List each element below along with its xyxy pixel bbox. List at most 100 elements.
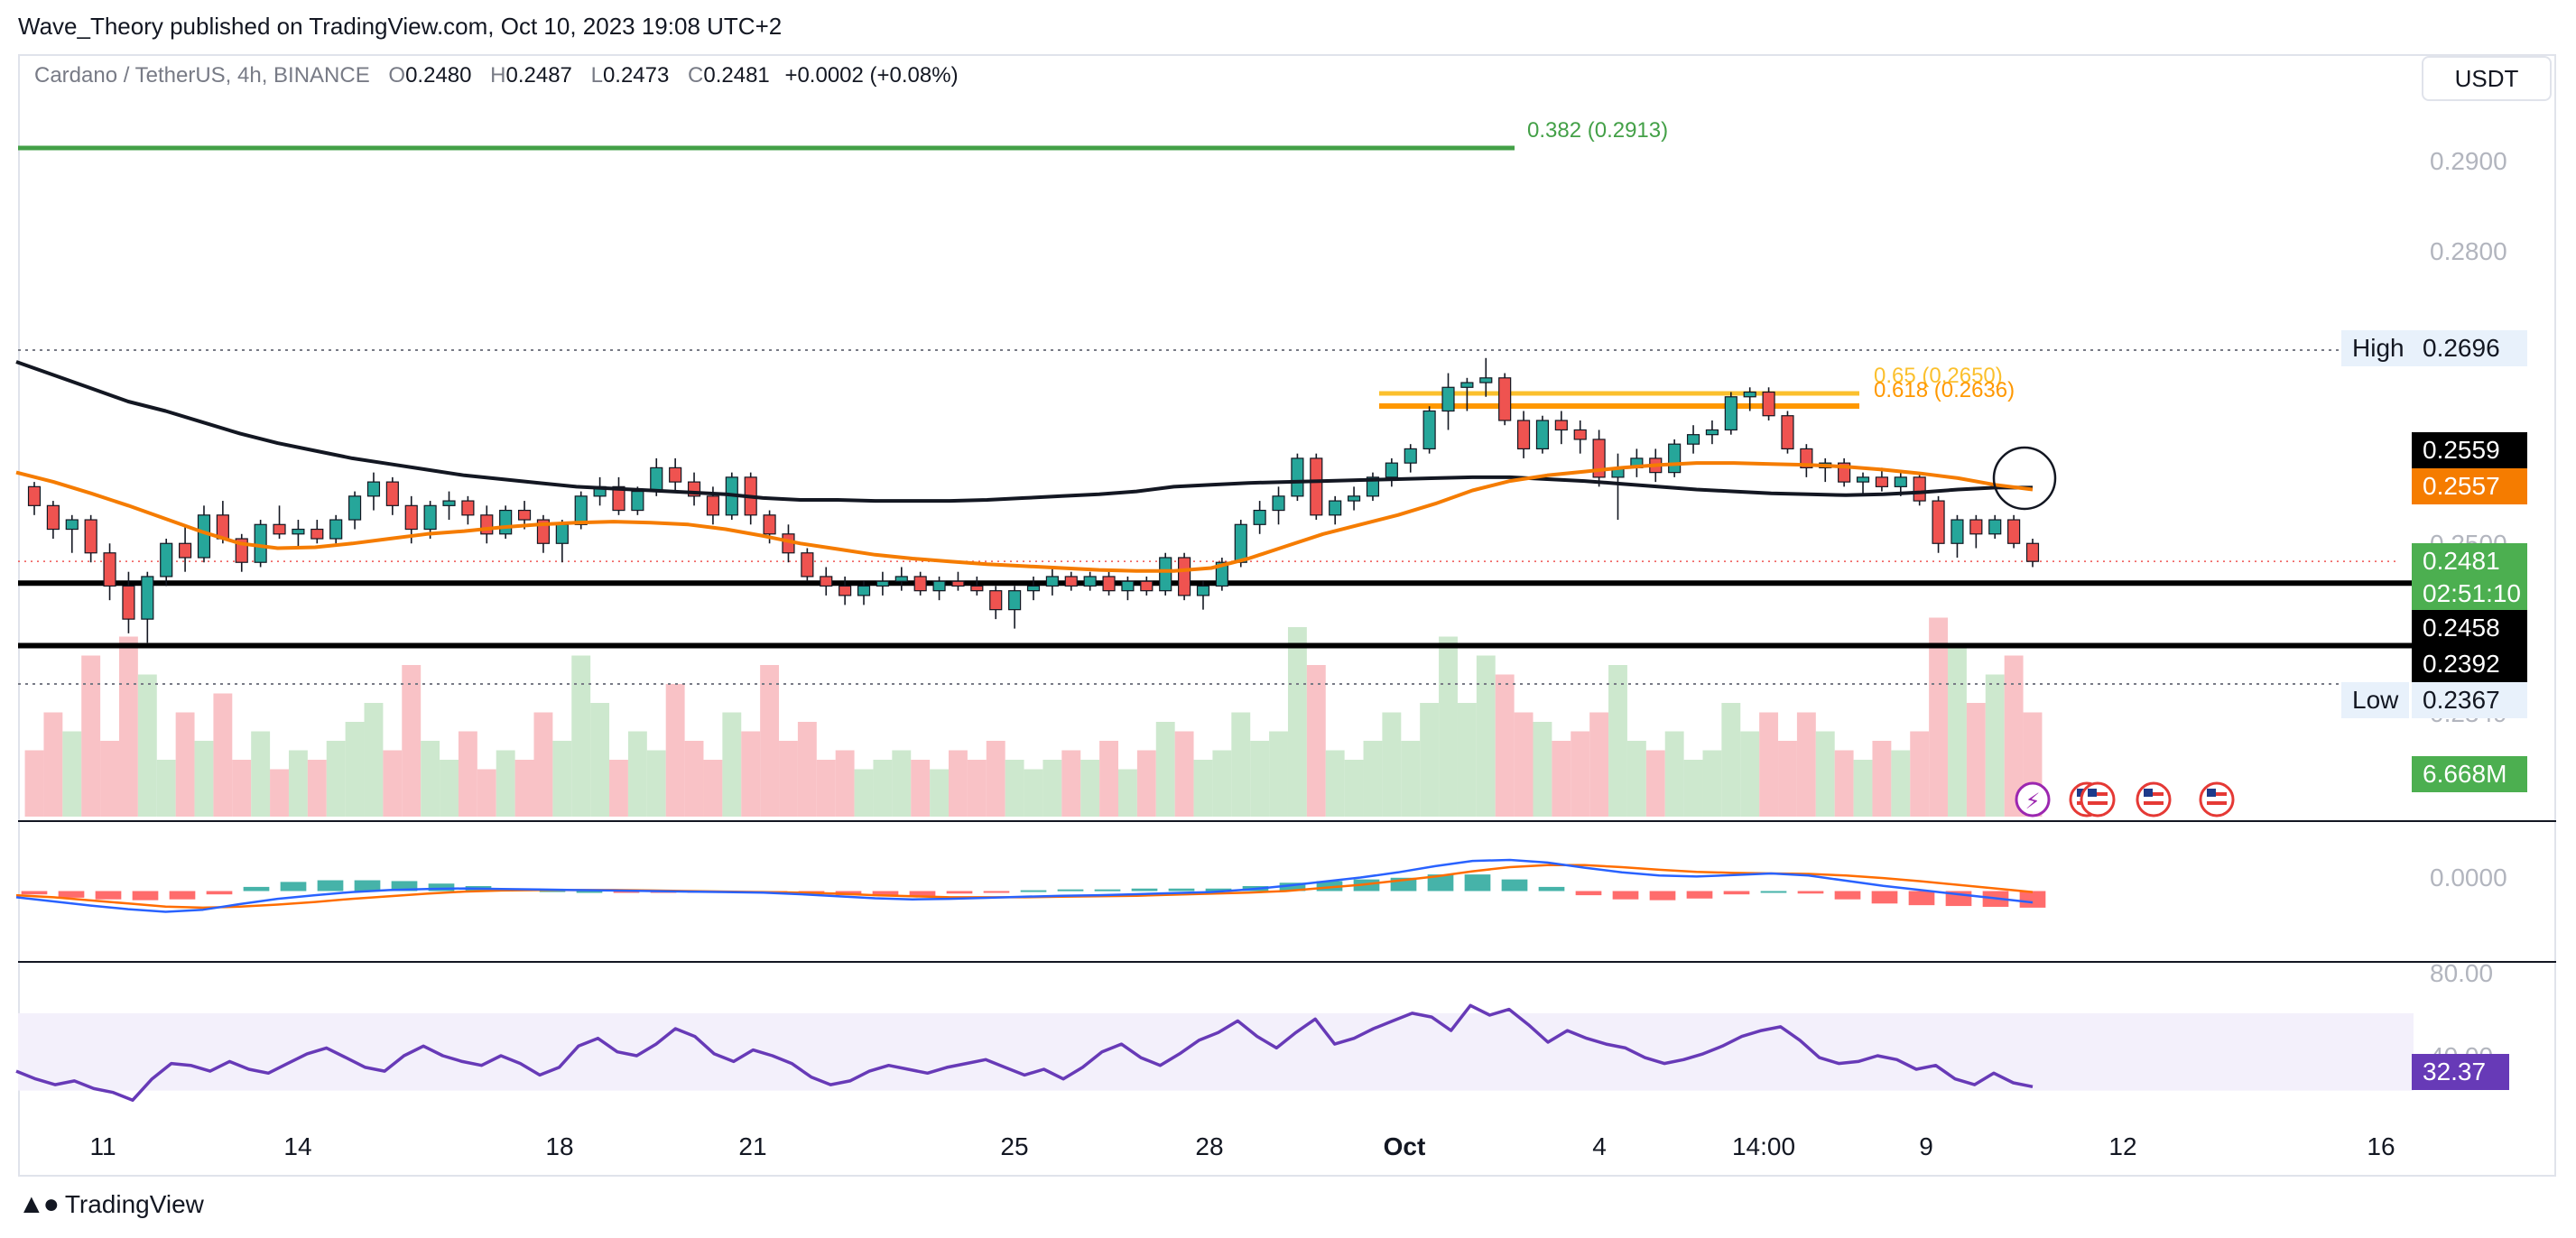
volume-bar bbox=[232, 760, 252, 817]
volume-bar bbox=[911, 760, 931, 817]
volume-label: 6.668M bbox=[2412, 756, 2527, 792]
candle-body bbox=[366, 481, 381, 497]
candle-body bbox=[913, 576, 927, 592]
candle-body bbox=[555, 523, 569, 544]
volume-bar bbox=[854, 769, 874, 817]
macd-line bbox=[15, 858, 2034, 913]
volume-bar bbox=[81, 655, 101, 817]
rsi-y-tick-label: 80.00 bbox=[2430, 959, 2493, 987]
volume-bar bbox=[1533, 722, 1552, 817]
macd-histogram-bar bbox=[354, 880, 381, 892]
volume-bar bbox=[421, 741, 440, 817]
us-flag-icon bbox=[2207, 789, 2216, 797]
candle-body bbox=[141, 576, 154, 620]
volume-bar bbox=[156, 760, 176, 817]
macd-histogram-bar bbox=[391, 881, 418, 892]
candle-body bbox=[1951, 519, 1964, 544]
candle-body bbox=[1932, 500, 1945, 544]
fib-label: 0.382 (0.2913) bbox=[1527, 118, 1668, 143]
volume-bar bbox=[1740, 731, 1760, 817]
volume-bar bbox=[402, 665, 422, 817]
candle-body bbox=[84, 519, 97, 554]
candle-body bbox=[1535, 420, 1550, 450]
candle-body bbox=[1404, 448, 1417, 464]
candle-body bbox=[1724, 396, 1737, 431]
candle-body bbox=[404, 504, 418, 531]
macd-histogram-bar bbox=[58, 891, 85, 898]
volume-bar bbox=[816, 760, 836, 817]
volume-bar bbox=[514, 760, 534, 817]
chart-frame bbox=[18, 54, 2556, 1177]
volume-bar bbox=[1005, 760, 1024, 817]
candle-body bbox=[1479, 377, 1493, 383]
candle-body bbox=[1348, 495, 1361, 502]
candle-body bbox=[970, 585, 984, 592]
volume-bar bbox=[270, 769, 289, 817]
tradingview-logo[interactable]: ▲● TradingView bbox=[18, 1189, 204, 1220]
ema200-line bbox=[15, 360, 2033, 504]
candle-body bbox=[461, 500, 475, 516]
candle-body bbox=[1441, 386, 1455, 412]
macd-histogram-bar bbox=[1797, 891, 1824, 894]
us-flag-icon bbox=[2199, 781, 2235, 818]
volume-bar bbox=[194, 741, 214, 817]
volume-bar bbox=[1080, 760, 1100, 817]
low-key: L bbox=[590, 63, 603, 88]
volume-bar bbox=[684, 741, 704, 817]
low-value: 0.2473 bbox=[602, 63, 670, 88]
candle-body bbox=[1762, 391, 1775, 417]
macd-histogram-bar bbox=[872, 891, 899, 897]
x-tick-label: 14:00 bbox=[1732, 1132, 1795, 1160]
volume-bar bbox=[1099, 741, 1118, 817]
macd-histogram-bar bbox=[1871, 891, 1898, 904]
volume-bar bbox=[1344, 760, 1364, 817]
macd-histogram-bar bbox=[1057, 889, 1084, 892]
volume-bar bbox=[1796, 712, 1816, 817]
volume-bar bbox=[1834, 750, 1854, 817]
volume-bar bbox=[930, 769, 950, 817]
candle-body bbox=[801, 552, 814, 577]
candle-body bbox=[1969, 519, 1983, 535]
volume-bar bbox=[1759, 712, 1779, 817]
candle-body bbox=[1366, 476, 1380, 497]
high-key: H bbox=[490, 63, 506, 88]
candle-body bbox=[1026, 585, 1041, 592]
macd-histogram-bar bbox=[1723, 891, 1750, 895]
volume-bar bbox=[892, 750, 912, 817]
macd-histogram-bar bbox=[95, 891, 122, 900]
x-tick-label: 9 bbox=[1919, 1132, 1933, 1160]
volume-bar bbox=[1645, 750, 1665, 817]
x-tick-label: 11 bbox=[89, 1132, 116, 1160]
candle-body bbox=[1310, 457, 1323, 516]
volume-bar bbox=[1608, 665, 1627, 817]
candle-body bbox=[1291, 457, 1304, 497]
volume-bar bbox=[590, 703, 610, 817]
candle-body bbox=[1329, 500, 1342, 516]
candle-body bbox=[292, 528, 305, 535]
candle-body bbox=[122, 585, 135, 620]
volume-bar bbox=[571, 655, 591, 817]
volume-bar bbox=[1250, 741, 1270, 817]
us-flag-icon bbox=[2088, 801, 2108, 805]
candle-body bbox=[1064, 576, 1078, 587]
highlight-circle bbox=[1992, 446, 2057, 511]
macd-histogram-bar bbox=[169, 891, 196, 900]
candle-body bbox=[1705, 429, 1719, 436]
macd-histogram-bar bbox=[428, 883, 455, 892]
event-bolt-icon: ⚡ bbox=[2025, 789, 2041, 814]
candle-body bbox=[631, 490, 644, 512]
volume-bar bbox=[1155, 722, 1175, 817]
open-key: O bbox=[388, 63, 406, 88]
volume-bar bbox=[533, 712, 553, 817]
candle-body bbox=[951, 580, 965, 587]
volume-bar bbox=[1174, 731, 1194, 817]
us-flag-icon bbox=[2144, 801, 2164, 805]
macd-histogram-bar bbox=[1427, 874, 1454, 892]
volume-bar bbox=[1929, 617, 1949, 817]
volume-bar bbox=[1212, 750, 1232, 817]
x-tick-label: 16 bbox=[2367, 1132, 2395, 1160]
volume-bar bbox=[1439, 636, 1458, 817]
volume-bar bbox=[288, 750, 308, 817]
currency-button[interactable]: USDT bbox=[2422, 56, 2552, 101]
